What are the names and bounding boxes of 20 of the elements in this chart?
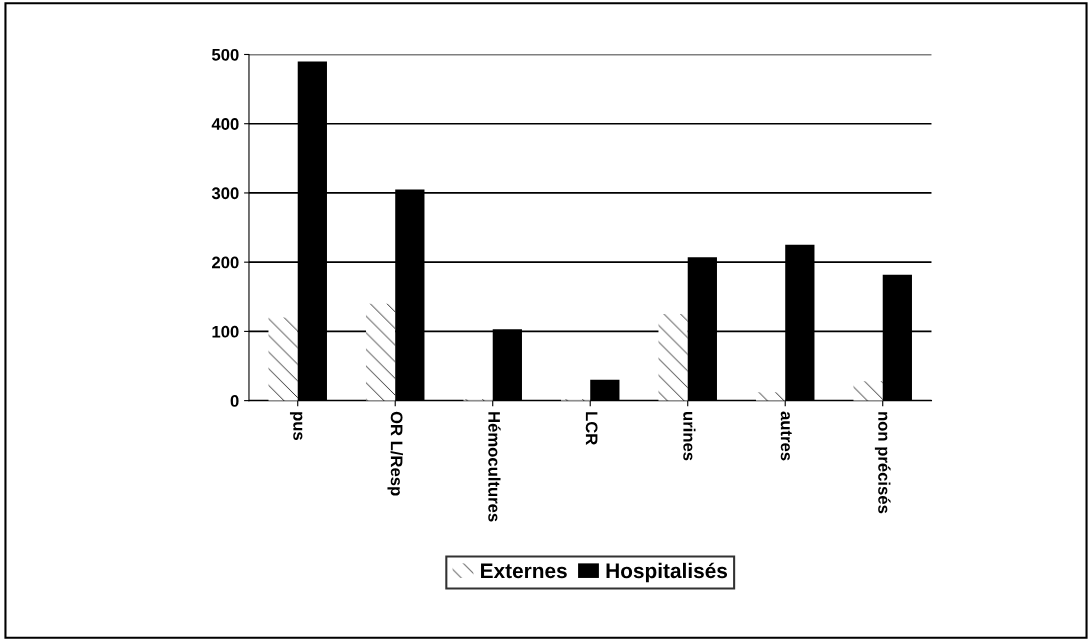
x-tick-label: non précisés: [874, 412, 891, 514]
bar: [658, 314, 688, 401]
y-tick-label: 300: [211, 187, 239, 200]
x-tick-label: OR L/Resp: [387, 411, 403, 496]
legend-label: Externes: [481, 563, 567, 579]
x-tick-label: LCR: [585, 412, 598, 445]
x-tick-label: urines: [683, 412, 696, 461]
y-tick-label: 200: [212, 256, 239, 269]
x-tick-label: pus: [289, 412, 303, 440]
y-tick-label: 500: [211, 48, 239, 61]
y-tick-label: 400: [211, 118, 239, 130]
legend-label: Hospitalisés: [606, 562, 728, 583]
bar: [268, 317, 298, 401]
y-tick-label: 0: [230, 395, 239, 407]
bar: [755, 392, 786, 401]
bar: [365, 303, 396, 401]
x-tick-label: Hémocultures: [488, 412, 501, 522]
bar: [853, 381, 883, 401]
y-tick-label: 100: [212, 325, 239, 338]
x-tick-label: autres: [780, 411, 792, 461]
